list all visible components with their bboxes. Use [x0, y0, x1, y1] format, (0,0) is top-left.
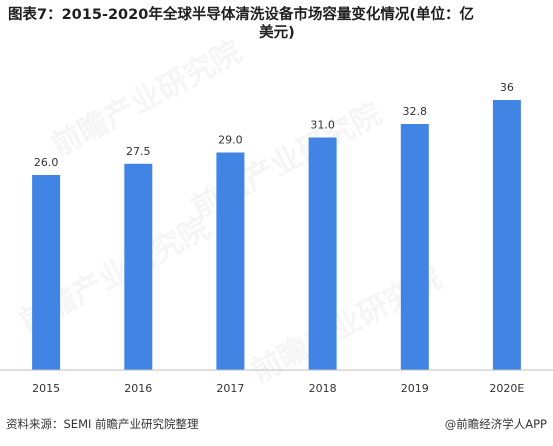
x-tick-2015: 2015: [32, 382, 60, 395]
value-label-2019: 32.8: [403, 105, 428, 118]
chart-title-line-1: 图表7：2015-2020年全球半导体清洗设备市场容量变化情况(单位：亿: [8, 7, 474, 23]
value-labels-group: 26.0 27.5 29.0 31.0 32.8 36: [34, 81, 514, 169]
bar-2018: [308, 137, 337, 370]
x-tick-2019: 2019: [401, 382, 429, 395]
brand-credit: @前瞻经济学人APP: [444, 417, 547, 431]
bar-2016: [124, 163, 153, 371]
x-tick-labels-group: 2015 2016 2017 2018 2019 2020E: [32, 382, 524, 395]
bars-group: [32, 100, 521, 371]
chart-title: 图表7：2015-2020年全球半导体清洗设备市场容量变化情况(单位：亿 美元): [8, 6, 546, 42]
chart-title-line-2: 美元): [259, 25, 295, 41]
x-tick-2018: 2018: [309, 382, 337, 395]
value-label-2016: 27.5: [126, 145, 151, 158]
bar-2019: [400, 124, 429, 370]
bar-2020E: [492, 100, 521, 370]
value-label-2017: 29.0: [218, 134, 243, 147]
value-label-2015: 26.0: [34, 156, 59, 169]
value-label-2018: 31.0: [310, 119, 335, 132]
x-tick-2016: 2016: [124, 382, 152, 395]
x-tick-2020E: 2020E: [489, 382, 524, 395]
value-label-2020E: 36: [500, 81, 514, 94]
bar-2017: [216, 152, 245, 370]
source-note: 资料来源：SEMI 前瞻产业研究院整理: [6, 417, 199, 431]
bar-2015: [32, 175, 61, 370]
x-tick-2017: 2017: [216, 382, 244, 395]
